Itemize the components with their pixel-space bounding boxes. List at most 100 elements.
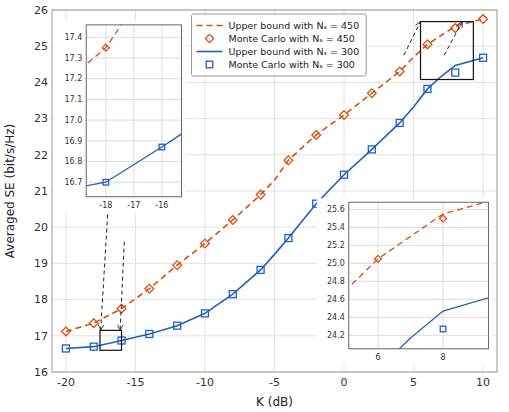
diamond-marker [375, 255, 382, 262]
square-marker [440, 326, 446, 332]
square-marker [368, 146, 375, 153]
legend-label: Upper bound with Nₛ = 300 [229, 46, 360, 57]
square-marker [257, 266, 264, 273]
main-axes: -20-15-10-505101617181920212223242526 [34, 4, 497, 389]
zoom-box [100, 330, 122, 350]
y-grid-line [349, 299, 489, 300]
diamond-marker [312, 131, 321, 140]
square-marker [341, 171, 348, 178]
x-tick-label: -5 [269, 376, 280, 389]
y-grid-line [86, 140, 181, 141]
square-marker [62, 345, 69, 352]
chart: -20-15-10-505101617181920212223242526K (… [0, 0, 509, 412]
diamond-marker [440, 215, 447, 222]
y-grid-line [349, 263, 489, 264]
legend-line [197, 51, 223, 53]
diamond-marker [284, 156, 293, 165]
x-tick-label: -16 [155, 201, 168, 210]
square-marker [174, 322, 181, 329]
y-tick-label: 24.8 [327, 277, 345, 286]
x-tick-label: 6 [375, 353, 380, 362]
x-tick-label: -18 [99, 201, 112, 210]
x-tick-label: -20 [57, 376, 75, 389]
diamond-marker [201, 239, 210, 248]
square-marker [201, 310, 208, 317]
series-line [86, 25, 181, 193]
y-grid-line [86, 37, 181, 38]
y-tick-label: 24.4 [327, 313, 345, 322]
y-tick-label: 22 [34, 149, 48, 162]
legend-label: Monte Carlo with Nₛ = 300 [229, 59, 355, 70]
background [0, 0, 509, 412]
zoom-arrow [404, 22, 421, 56]
y-tick-label: 17.0 [64, 116, 82, 125]
square-marker [146, 330, 153, 337]
inset-data [349, 202, 489, 349]
y-tick-label: 24.2 [327, 331, 345, 340]
diamond-marker [89, 319, 98, 328]
y-tick-label: 17.3 [64, 54, 82, 63]
square-marker [90, 343, 97, 350]
zoom-arrow [444, 22, 462, 56]
legend-label: Monte Carlo with Nₛ = 450 [229, 33, 355, 44]
y-tick-label: 26 [34, 4, 48, 17]
y-tick-label: 16.7 [64, 178, 82, 187]
y-grid-line [349, 335, 489, 336]
y-tick-label: 25.0 [327, 259, 345, 268]
series-line [349, 202, 489, 349]
y-tick-label: 19 [34, 257, 48, 270]
y-tick-label: 24 [34, 76, 48, 89]
y-tick-label: 18 [34, 293, 48, 306]
diamond-marker [395, 67, 404, 76]
zoom-arrow [101, 215, 108, 331]
square-marker [480, 54, 487, 61]
y-tick-label: 24.6 [327, 295, 345, 304]
y-tick-label: 25.2 [327, 241, 345, 250]
diamond-marker [423, 40, 432, 49]
y-tick-label: 17.4 [64, 33, 82, 42]
y-grid-line [349, 209, 489, 210]
y-tick-label: 25.6 [327, 205, 345, 214]
square-marker [396, 119, 403, 126]
x-tick-label: -15 [126, 376, 144, 389]
y-grid-line [86, 57, 181, 58]
y-grid-line [86, 99, 181, 100]
diamond-marker [479, 15, 488, 24]
x-grid-line [133, 25, 134, 197]
diamond-marker [205, 34, 213, 42]
y-grid-line [86, 120, 181, 121]
diamond-marker [173, 261, 182, 270]
inset: -18 -17 -16 16.7 16.8 16.9 17.0 17.1 17.2 17.3 17.… [46, 0, 509, 213]
y-tick-label: 16.8 [64, 157, 82, 166]
square-marker [206, 61, 213, 68]
legend-line [197, 25, 223, 27]
zoom-arrow [120, 242, 124, 331]
y-tick-label: 17.2 [64, 74, 82, 83]
square-marker [229, 291, 236, 298]
y-tick-label: 17.1 [64, 95, 82, 104]
x-grid-line [161, 25, 162, 197]
y-grid-line [349, 245, 489, 246]
inset-data [86, 25, 181, 196]
legend-label: Upper bound with Nₛ = 450 [229, 20, 360, 31]
y-tick-label: 17 [34, 330, 48, 343]
y-axis-label: Averaged SE (bit/s/Hz) [3, 124, 17, 258]
y-tick-label: 16.9 [64, 137, 82, 146]
x-grid-line [378, 202, 379, 349]
y-tick-label: 25.4 [327, 223, 345, 232]
square-marker [159, 144, 165, 150]
y-grid-line [349, 317, 489, 318]
series-line [86, 25, 181, 95]
y-grid-line [349, 281, 489, 282]
square-marker [285, 235, 292, 242]
inset-background [317, 198, 493, 365]
diamond-marker [102, 44, 109, 51]
x-tick-label: 5 [410, 376, 417, 389]
inset-background [54, 21, 185, 213]
x-tick-label: -10 [196, 376, 214, 389]
y-tick-label: 16 [34, 366, 48, 379]
zoom-box [421, 22, 474, 80]
x-tick-label: -17 [127, 201, 140, 210]
y-grid-line [349, 227, 489, 228]
x-tick-label: 10 [476, 376, 490, 389]
